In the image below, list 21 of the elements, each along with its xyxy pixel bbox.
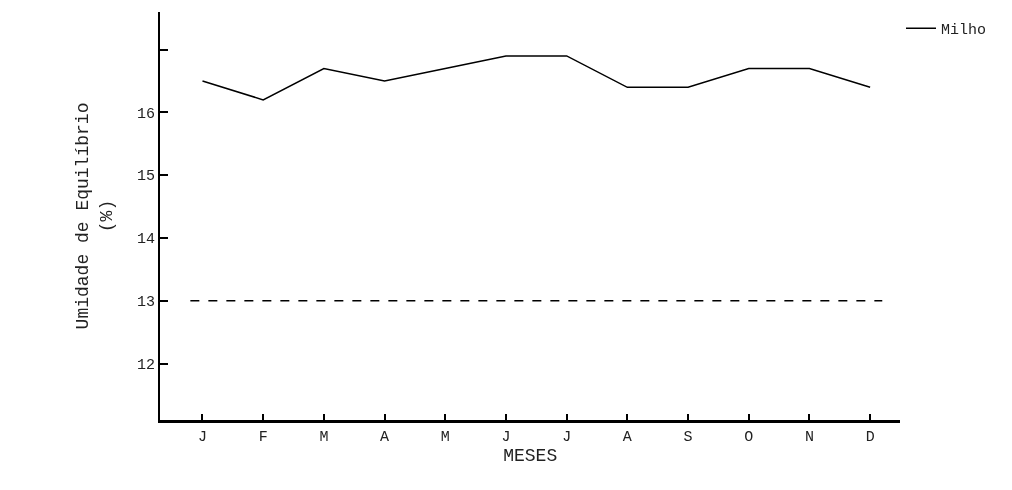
x-tick-label: D [865,429,875,446]
x-axis-title: MESES [503,446,558,467]
y-tick-label: 13 [136,293,155,311]
y-tick-label: 12 [136,356,155,374]
y-axis-title: Umidade de Equilíbrio (%) [73,102,117,330]
x-tick-label: F [258,429,268,446]
line-series [201,55,871,101]
y-tick-label: 14 [136,231,155,249]
x-tick-label: A [622,429,632,446]
y-tick-label: 16 [136,105,155,123]
y-tick-label: 15 [136,168,155,186]
x-tick-label: J [562,429,572,446]
x-tick-label: O [744,429,754,446]
x-tick-label: S [683,429,693,446]
x-tick-label: M [319,429,329,446]
x-tick-label: J [501,429,511,446]
x-tick-label: A [380,429,390,446]
x-tick-label: N [804,429,814,446]
x-tick-label: M [440,429,450,446]
x-tick-label: J [197,429,207,446]
legend-label: Milho [941,22,987,40]
